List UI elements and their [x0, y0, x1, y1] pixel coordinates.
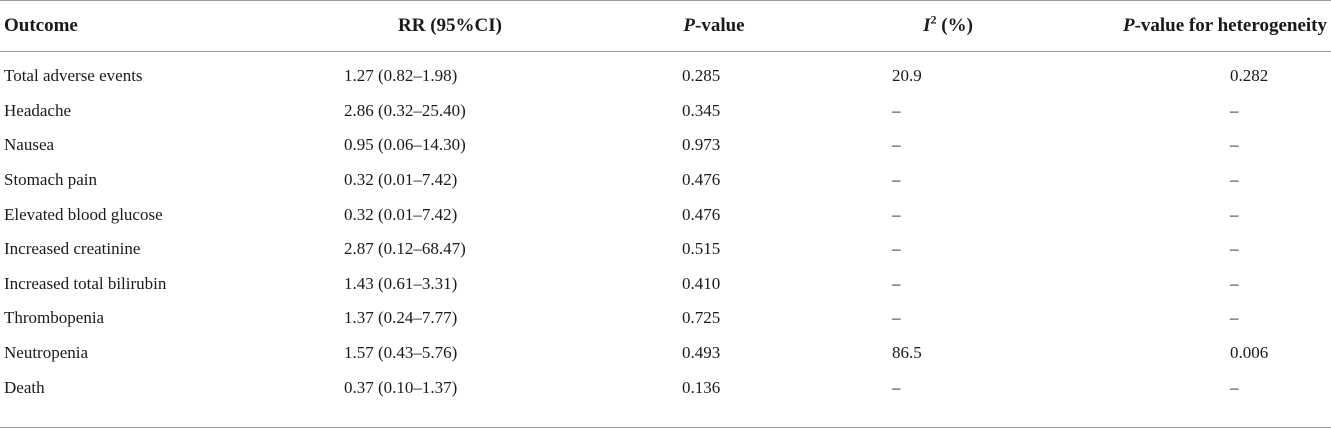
- cell-pvalue: 0.973: [682, 135, 721, 155]
- cell-pvalue: 0.493: [682, 343, 721, 363]
- table-header-rule: [0, 51, 1331, 52]
- table-row: Headache 2.86 (0.32–25.40) 0.345 – –: [0, 94, 1331, 129]
- cell-rr: 0.95 (0.06–14.30): [344, 135, 466, 155]
- cell-i2: –: [892, 135, 901, 155]
- table-row: Increased creatinine 2.87 (0.12–68.47) 0…: [0, 232, 1331, 267]
- cell-phet: –: [1230, 308, 1239, 328]
- cell-i2: 20.9: [892, 66, 922, 86]
- header-i2-sup: 2: [930, 12, 937, 27]
- cell-rr: 2.87 (0.12–68.47): [344, 239, 466, 259]
- cell-rr: 0.32 (0.01–7.42): [344, 170, 458, 190]
- cell-i2: 86.5: [892, 343, 922, 363]
- cell-i2: –: [892, 377, 901, 397]
- table-row: Death 0.37 (0.10–1.37) 0.136 – –: [0, 370, 1331, 405]
- header-row: Outcome RR (95%CI) P-value I2 (%) P-valu…: [0, 0, 1331, 51]
- table-row: Elevated blood glucose 0.32 (0.01–7.42) …: [0, 197, 1331, 232]
- cell-i2: –: [892, 100, 901, 120]
- table-body: Total adverse events 1.27 (0.82–1.98) 0.…: [0, 51, 1331, 405]
- header-pvalue-italic: P: [683, 14, 695, 36]
- table-top-rule: [0, 0, 1331, 1]
- cell-phet: –: [1230, 170, 1239, 190]
- header-rr: RR (95%CI): [398, 14, 502, 36]
- cell-outcome: Elevated blood glucose: [4, 204, 163, 224]
- table-row: Neutropenia 1.57 (0.43–5.76) 0.493 86.5 …: [0, 336, 1331, 371]
- cell-pvalue: 0.136: [682, 377, 721, 397]
- cell-phet: 0.006: [1230, 343, 1269, 363]
- header-pvalue-rest: -value: [695, 14, 745, 36]
- header-i2: I2 (%): [828, 0, 1068, 51]
- cell-pvalue: 0.515: [682, 239, 721, 259]
- cell-pvalue: 0.476: [682, 170, 721, 190]
- cell-outcome: Nausea: [4, 135, 55, 155]
- cell-rr: 1.37 (0.24–7.77): [344, 308, 458, 328]
- cell-phet: –: [1230, 135, 1239, 155]
- header-phet-rest: -value for heterogeneity: [1134, 14, 1327, 36]
- cell-pvalue: 0.345: [682, 100, 721, 120]
- table-row: Total adverse events 1.27 (0.82–1.98) 0.…: [0, 51, 1331, 94]
- header-pvalue: P-value: [600, 0, 828, 51]
- cell-outcome: Headache: [4, 100, 72, 120]
- cell-pvalue: 0.285: [682, 66, 721, 86]
- cell-rr: 0.32 (0.01–7.42): [344, 204, 458, 224]
- results-table: Outcome RR (95%CI) P-value I2 (%) P-valu…: [0, 0, 1331, 405]
- cell-i2: –: [892, 239, 901, 259]
- cell-rr: 2.86 (0.32–25.40): [344, 100, 466, 120]
- cell-outcome: Increased creatinine: [4, 239, 141, 259]
- cell-i2: –: [892, 308, 901, 328]
- cell-pvalue: 0.410: [682, 273, 721, 293]
- cell-i2: –: [892, 170, 901, 190]
- cell-phet: –: [1230, 239, 1239, 259]
- table-row: Thrombopenia 1.37 (0.24–7.77) 0.725 – –: [0, 301, 1331, 336]
- cell-phet: –: [1230, 377, 1239, 397]
- cell-outcome: Neutropenia: [4, 343, 89, 363]
- cell-outcome: Thrombopenia: [4, 308, 105, 328]
- header-i2-letter: I: [923, 14, 931, 36]
- table-header: Outcome RR (95%CI) P-value I2 (%) P-valu…: [0, 0, 1331, 51]
- cell-pvalue: 0.725: [682, 308, 721, 328]
- cell-rr: 1.27 (0.82–1.98): [344, 66, 458, 86]
- cell-phet: –: [1230, 273, 1239, 293]
- header-i2-rest: (%): [936, 14, 973, 36]
- cell-i2: –: [892, 273, 901, 293]
- header-phet: P-value for heterogeneity: [1068, 0, 1331, 51]
- cell-phet: –: [1230, 204, 1239, 224]
- cell-phet: 0.282: [1230, 66, 1269, 86]
- cell-outcome: Death: [4, 377, 45, 397]
- cell-outcome: Total adverse events: [4, 66, 143, 86]
- cell-outcome: Stomach pain: [4, 170, 98, 190]
- cell-rr: 1.57 (0.43–5.76): [344, 343, 458, 363]
- table-row: Nausea 0.95 (0.06–14.30) 0.973 – –: [0, 128, 1331, 163]
- cell-rr: 0.37 (0.10–1.37): [344, 377, 458, 397]
- cell-rr: 1.43 (0.61–3.31): [344, 273, 458, 293]
- cell-i2: –: [892, 204, 901, 224]
- header-outcome: Outcome: [4, 14, 78, 36]
- header-phet-italic: P: [1122, 14, 1135, 36]
- table-row: Stomach pain 0.32 (0.01–7.42) 0.476 – –: [0, 163, 1331, 198]
- cell-pvalue: 0.476: [682, 204, 721, 224]
- cell-outcome: Increased total bilirubin: [4, 273, 167, 293]
- cell-phet: –: [1230, 100, 1239, 120]
- table-bottom-rule: [0, 427, 1331, 428]
- table-row: Increased total bilirubin 1.43 (0.61–3.3…: [0, 267, 1331, 302]
